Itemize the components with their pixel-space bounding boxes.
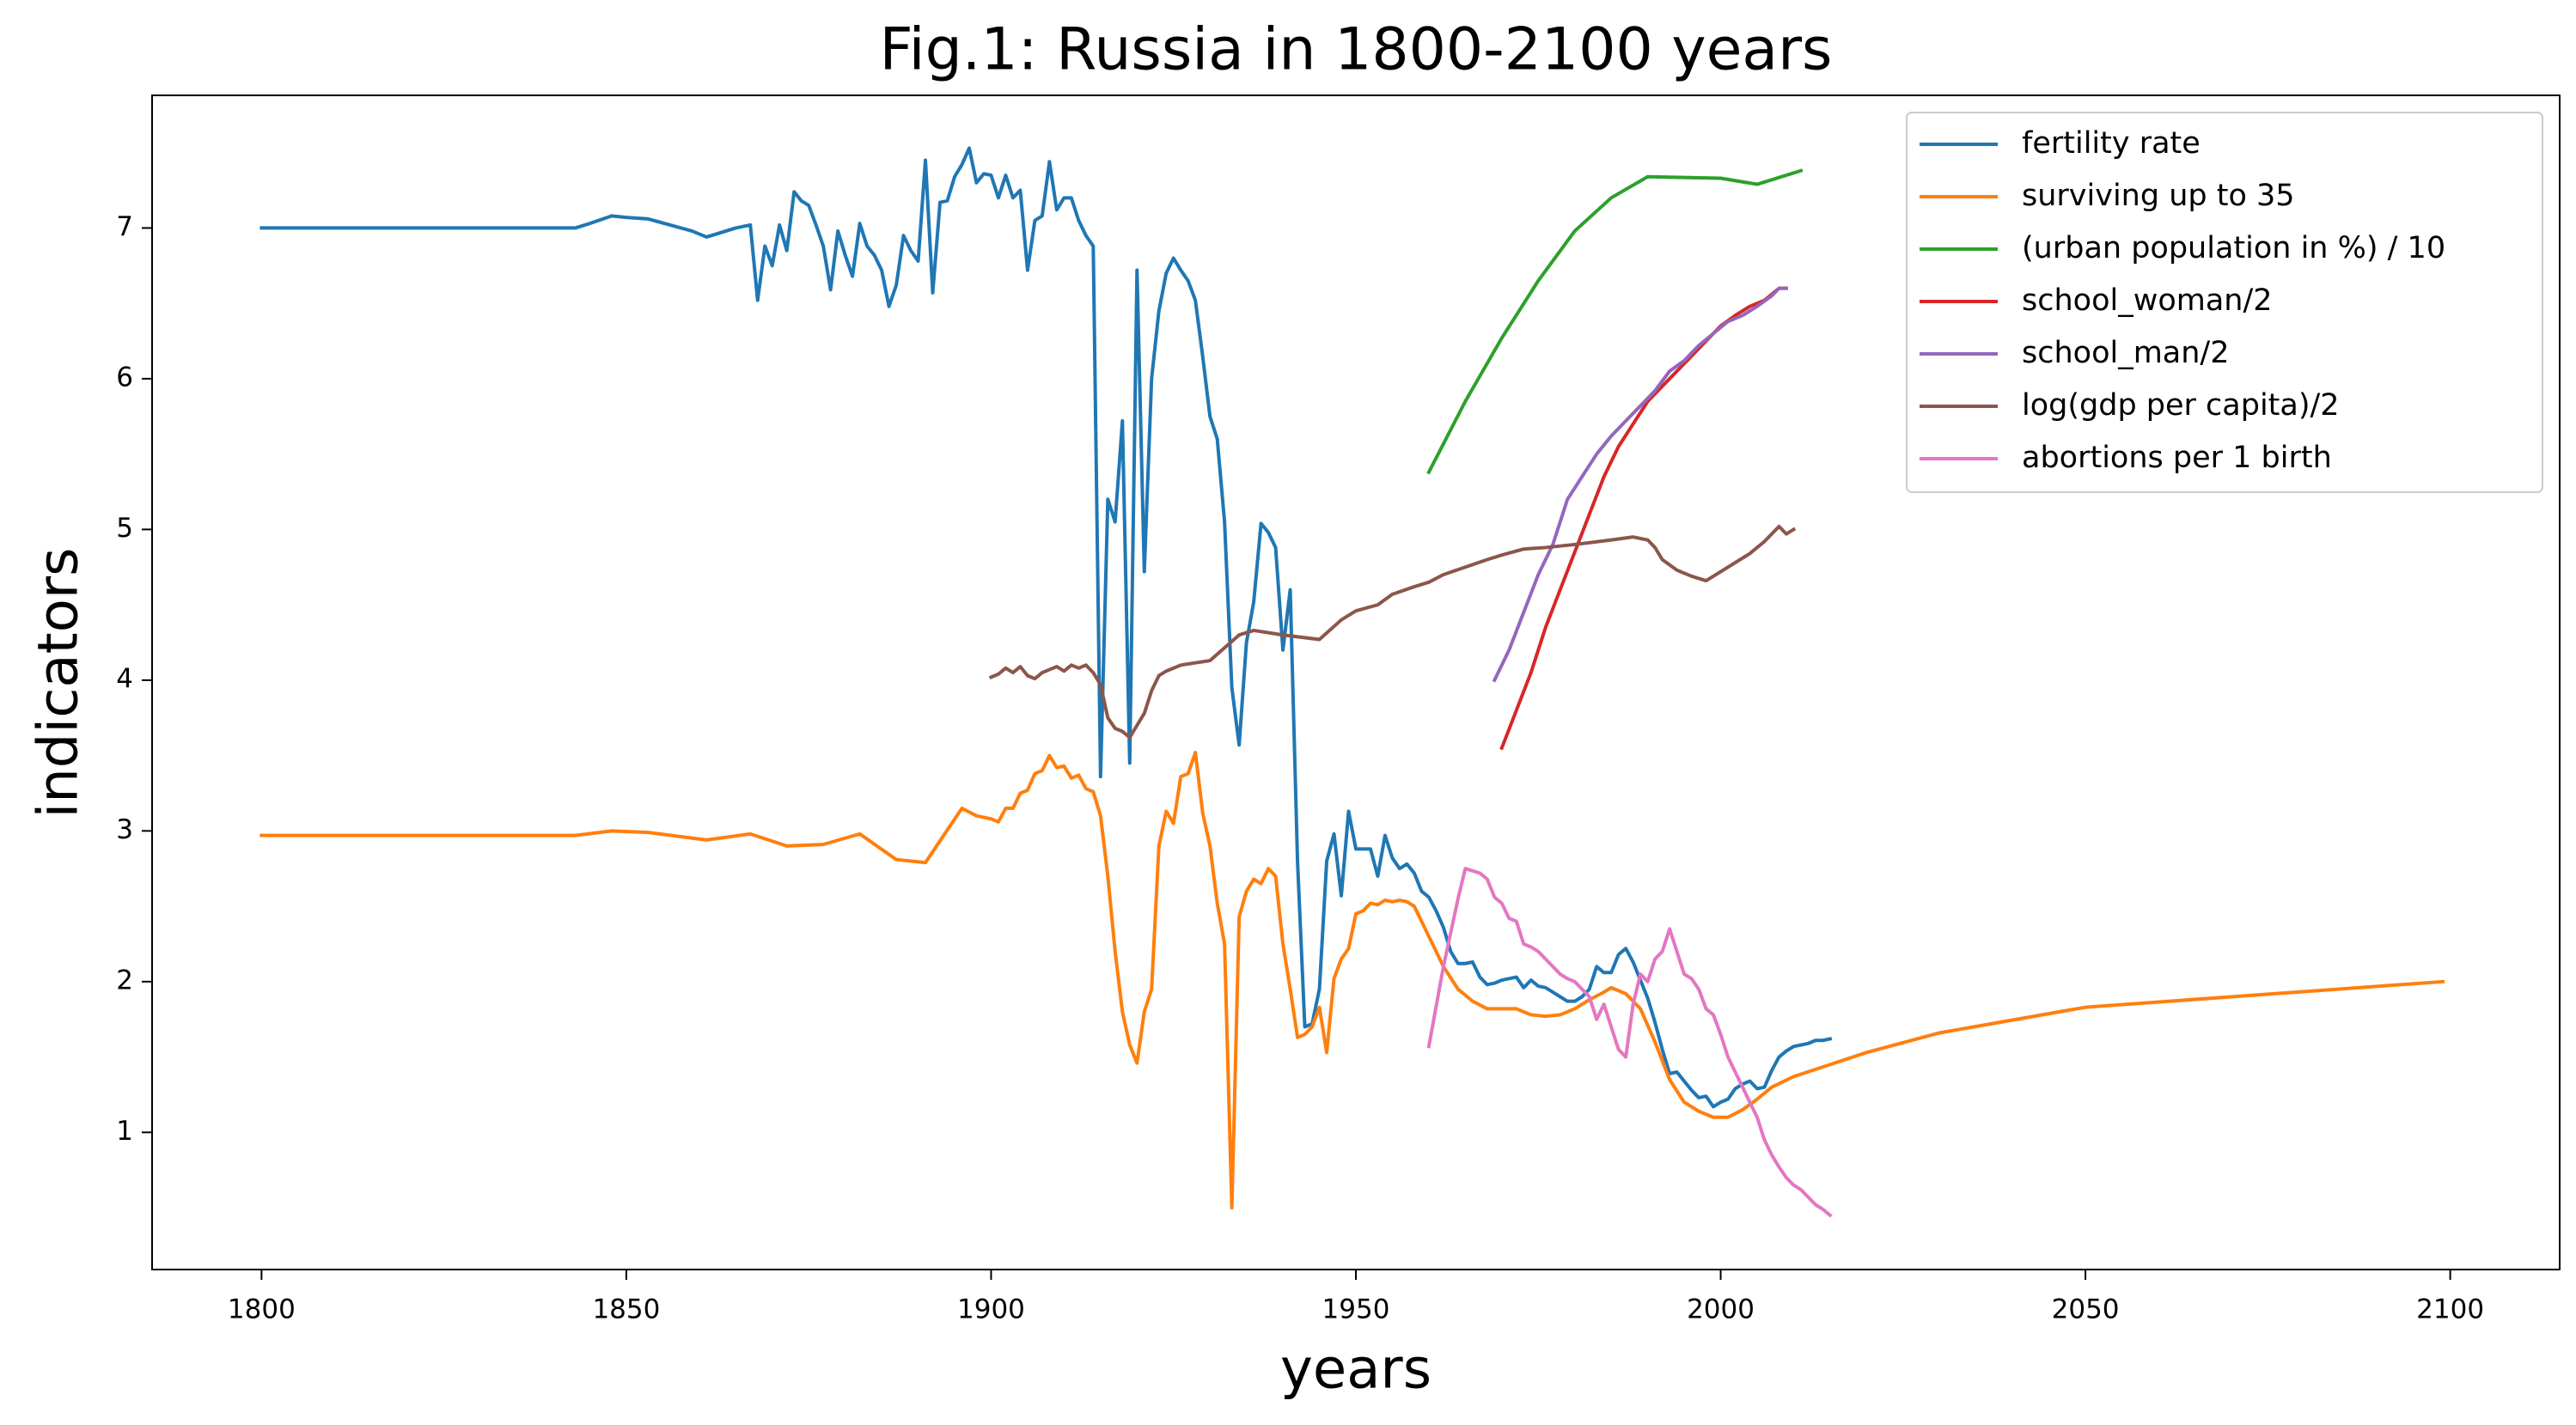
x-tick-label: 1950: [1322, 1294, 1390, 1325]
series-line: [1499, 286, 1788, 751]
legend-label: log(gdp per capita)/2: [2022, 388, 2340, 423]
series-line: [1492, 286, 1788, 683]
y-tick-label: 2: [116, 965, 133, 996]
x-axis-label: years: [1280, 1338, 1431, 1402]
legend-label: surviving up to 35: [2022, 179, 2295, 213]
legend-label: school_man/2: [2022, 336, 2230, 370]
y-tick-label: 1: [116, 1116, 133, 1147]
legend-label: abortions per 1 birth: [2022, 441, 2332, 475]
series-line: [988, 524, 1797, 740]
series-line: [259, 146, 1833, 1109]
y-tick-label: 4: [116, 663, 133, 694]
legend-label: school_woman/2: [2022, 283, 2273, 318]
plot-area: [259, 146, 2445, 1218]
x-tick-label: 1850: [592, 1294, 660, 1325]
series-line: [1426, 168, 1804, 475]
x-tick-label: 2050: [2052, 1294, 2120, 1325]
x-tick-label: 1800: [228, 1294, 296, 1325]
x-tick-label: 2000: [1687, 1294, 1755, 1325]
x-tick-label: 1900: [957, 1294, 1025, 1325]
y-axis-label: indicators: [27, 547, 91, 818]
legend-label: fertility rate: [2022, 126, 2201, 161]
legend-label: (urban population in %) / 10: [2022, 231, 2445, 265]
x-tick-label: 2100: [2416, 1294, 2484, 1325]
y-tick-label: 7: [116, 211, 133, 242]
plot-frame: [151, 94, 2561, 1270]
chart-title: Fig.1: Russia in 1800-2100 years: [880, 16, 1833, 84]
y-tick-label: 5: [116, 513, 133, 544]
legend-box: [1906, 112, 2543, 493]
y-tick-label: 6: [116, 362, 133, 393]
series-line: [1426, 867, 1833, 1218]
series-line: [259, 751, 2445, 1210]
y-tick-label: 3: [116, 814, 133, 845]
